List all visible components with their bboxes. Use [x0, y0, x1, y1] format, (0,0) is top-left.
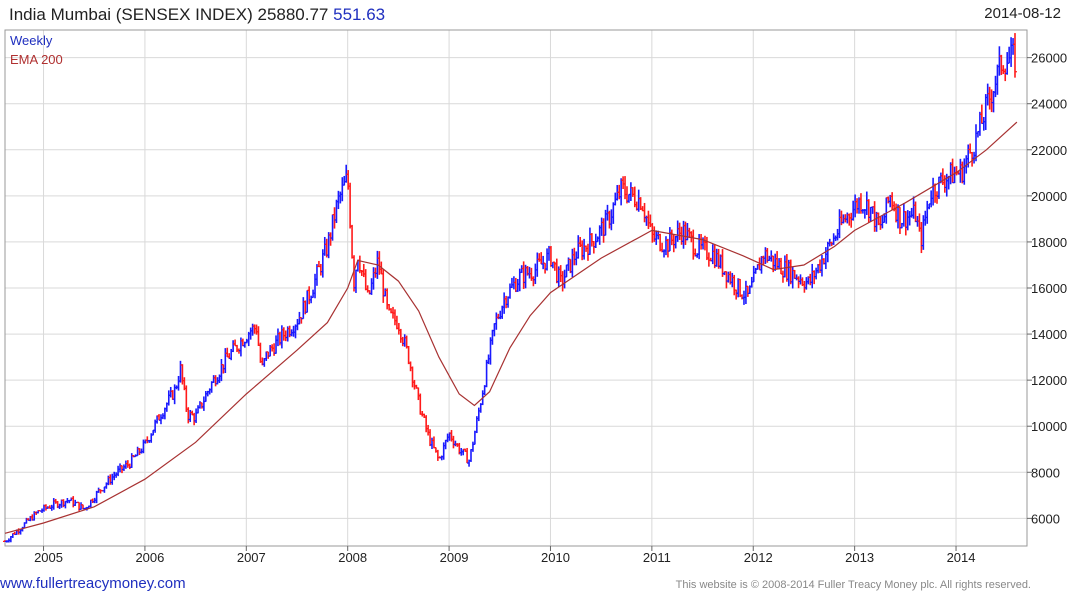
y-tick-label: 14000	[1031, 327, 1067, 342]
y-tick-label: 12000	[1031, 373, 1067, 388]
x-tick-label: 2005	[34, 550, 63, 565]
chart-date: 2014-08-12	[984, 5, 1061, 22]
y-tick-label: 20000	[1031, 189, 1067, 204]
chart-title-text: India Mumbai (SENSEX INDEX)	[9, 5, 253, 24]
x-tick-label: 2009	[440, 550, 469, 565]
legend-weekly: Weekly	[10, 33, 53, 48]
y-tick-label: 10000	[1031, 419, 1067, 434]
y-axis-labels: 6000 8000 10000 12000 14000 16000 18000 20000 22…	[1027, 51, 1067, 526]
price-change: 551.63	[333, 5, 386, 24]
x-tick-label: 2010	[541, 550, 570, 565]
x-tick-label: 2012	[744, 550, 773, 565]
x-tick-label: 2008	[338, 550, 367, 565]
x-tick-label: 2011	[643, 550, 671, 565]
x-tick-label: 2014	[947, 550, 976, 565]
y-tick-label: 24000	[1031, 97, 1067, 112]
y-tick-label: 16000	[1031, 281, 1067, 296]
y-tick-label: 6000	[1031, 511, 1060, 526]
legend-ema-200: EMA 200	[10, 52, 63, 67]
y-tick-label: 22000	[1031, 143, 1067, 158]
last-price: 25880.77	[257, 5, 329, 24]
copyright-notice: This website is © 2008-2014 Fuller Treac…	[675, 579, 1031, 591]
chart-title: India Mumbai (SENSEX INDEX) 25880.77 551…	[9, 5, 385, 25]
y-tick-label: 26000	[1031, 51, 1067, 66]
site-link[interactable]: www.fullertreacymoney.com	[0, 575, 186, 592]
y-tick-label: 18000	[1031, 235, 1067, 250]
x-tick-label: 2007	[237, 550, 266, 565]
y-tick-label: 8000	[1031, 465, 1060, 480]
x-axis-labels: 2005 2006 2007 2008 2009 2010 2011 2012 2013 2014	[34, 546, 975, 565]
weekly-bars	[3, 33, 1017, 543]
x-tick-label: 2006	[135, 550, 164, 565]
ema-200-line	[4, 121, 1018, 534]
x-tick-label: 2013	[845, 550, 874, 565]
grid	[5, 30, 1027, 546]
